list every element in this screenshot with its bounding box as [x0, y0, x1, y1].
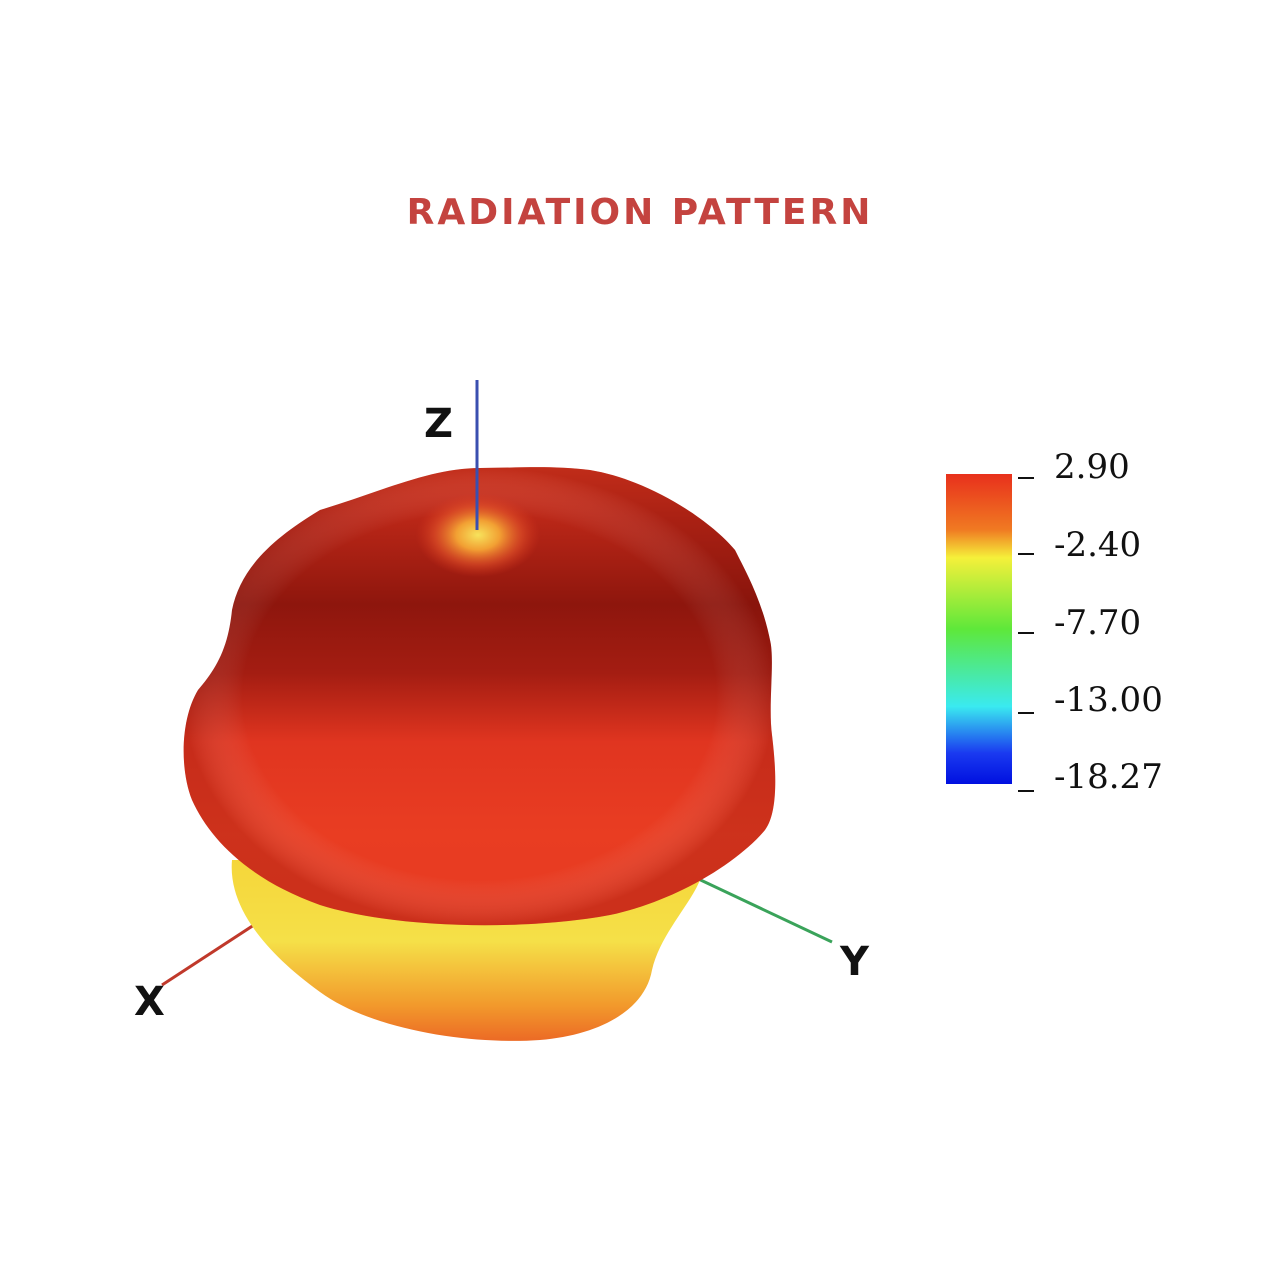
- colorbar-tick-label: -2.40: [1054, 525, 1141, 565]
- y-axis-line: [689, 873, 833, 944]
- colorbar-tick-label: -13.00: [1054, 680, 1163, 720]
- colorbar-tick-label: 2.90: [1054, 447, 1130, 487]
- y-axis-label: Y: [839, 939, 870, 985]
- chart-title: RADIATION PATTERN: [406, 192, 874, 233]
- colorbar: [946, 474, 1012, 784]
- colorbar-tick-label: -7.70: [1054, 603, 1141, 643]
- colorbar-tick-label: -18.27: [1054, 757, 1163, 797]
- x-axis-label: X: [134, 979, 165, 1025]
- main-lobe-shading: [183, 467, 776, 926]
- top-hotspot: [416, 493, 540, 577]
- z-axis-label: Z: [424, 401, 453, 447]
